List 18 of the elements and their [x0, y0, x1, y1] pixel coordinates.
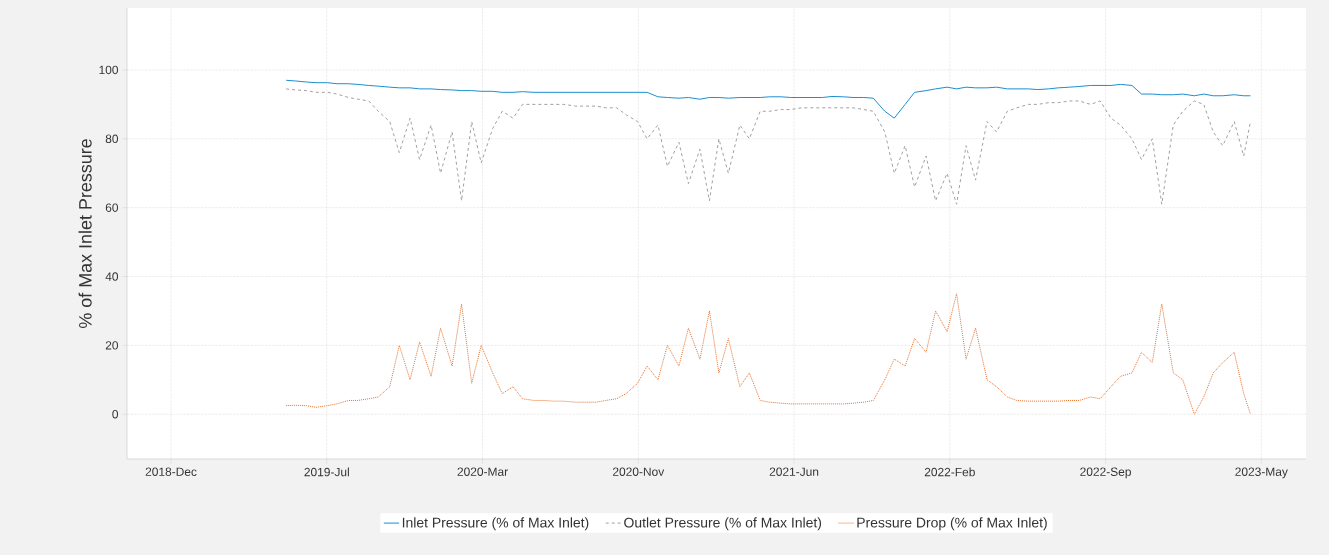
y-tick-label: 20 [105, 341, 119, 350]
x-tick-label: 2019-Jul [304, 467, 349, 477]
legend-label: Pressure Drop (% of Max Inlet) [857, 517, 1047, 531]
x-tick-label: 2020-Nov [612, 467, 665, 476]
y-tick-label: 60 [105, 203, 119, 212]
x-tick-label: 2021-Jun [769, 467, 819, 476]
x-tick-label: 2022-Sep [1080, 467, 1131, 479]
y-axis-title: % of Max Inlet Pressure [78, 139, 92, 329]
y-tick-label: 40 [105, 272, 119, 281]
x-tick-label: 2020-Mar [457, 467, 508, 476]
x-tick-label: 2023-May [1235, 467, 1288, 479]
y-tick-label: 80 [105, 134, 119, 144]
legend-label: Outlet Pressure (% of Max Inlet) [624, 517, 822, 531]
x-tick-label: 2022-Feb [924, 467, 975, 477]
y-tick-label: 100 [99, 65, 119, 75]
x-tick-label: 2018-Dec [145, 467, 197, 476]
legend-label: Inlet Pressure (% of Max Inlet) [402, 517, 589, 531]
y-tick-label: 0 [112, 410, 119, 419]
